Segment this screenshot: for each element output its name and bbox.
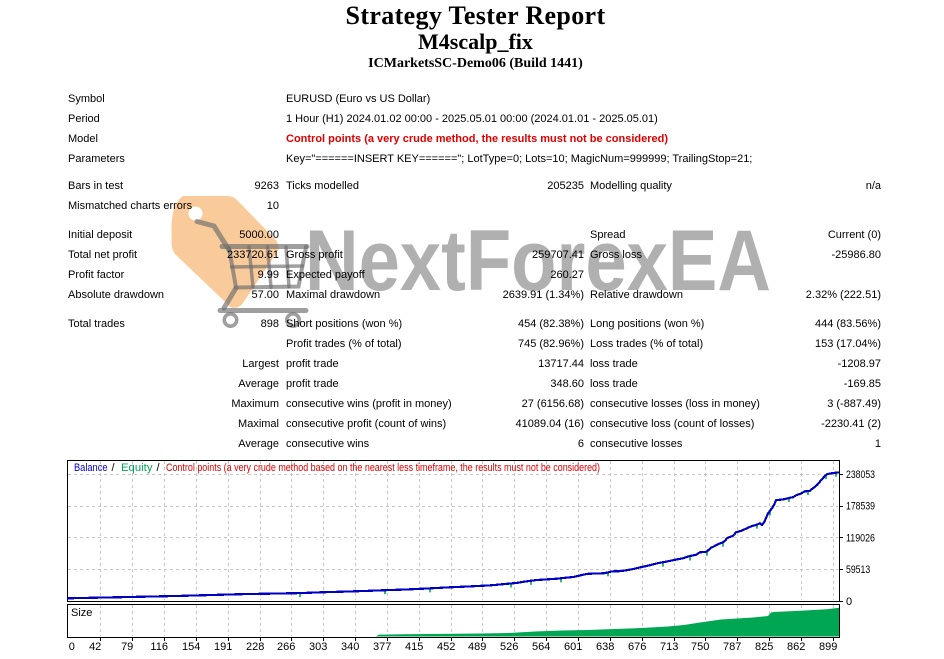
svg-text:238053: 238053 (846, 469, 875, 481)
svg-text:191: 191 (214, 641, 232, 653)
svg-text:Balance: Balance (74, 462, 108, 474)
svg-text:/: / (112, 462, 116, 474)
svg-text:415: 415 (405, 641, 423, 653)
svg-text:899: 899 (819, 641, 837, 653)
svg-text:452: 452 (437, 641, 455, 653)
svg-text:638: 638 (596, 641, 614, 653)
svg-text:340: 340 (341, 641, 359, 653)
svg-text:59513: 59513 (846, 564, 870, 576)
svg-text:Size: Size (71, 607, 92, 619)
svg-text:266: 266 (277, 641, 295, 653)
svg-text:Control points (a very crude m: Control points (a very crude method base… (166, 462, 600, 474)
svg-text:750: 750 (691, 641, 709, 653)
svg-text:564: 564 (532, 641, 550, 653)
svg-text:42: 42 (89, 641, 101, 653)
svg-text:Equity: Equity (121, 462, 153, 474)
svg-text:154: 154 (182, 641, 200, 653)
svg-text:676: 676 (628, 641, 646, 653)
svg-text:713: 713 (660, 641, 678, 653)
svg-text:825: 825 (755, 641, 773, 653)
svg-text:377: 377 (373, 641, 391, 653)
svg-text:/: / (157, 462, 161, 474)
svg-text:0: 0 (846, 596, 852, 608)
svg-text:601: 601 (564, 641, 582, 653)
svg-text:526: 526 (500, 641, 518, 653)
svg-text:NextForexEA: NextForexEA (305, 213, 771, 309)
svg-text:119026: 119026 (846, 532, 875, 544)
svg-text:303: 303 (309, 641, 327, 653)
svg-text:178539: 178539 (846, 501, 875, 513)
svg-text:0: 0 (69, 641, 75, 653)
svg-text:787: 787 (723, 641, 741, 653)
svg-text:489: 489 (468, 641, 486, 653)
svg-text:79: 79 (121, 641, 133, 653)
svg-text:116: 116 (150, 641, 168, 653)
svg-text:228: 228 (246, 641, 264, 653)
svg-text:862: 862 (787, 641, 805, 653)
